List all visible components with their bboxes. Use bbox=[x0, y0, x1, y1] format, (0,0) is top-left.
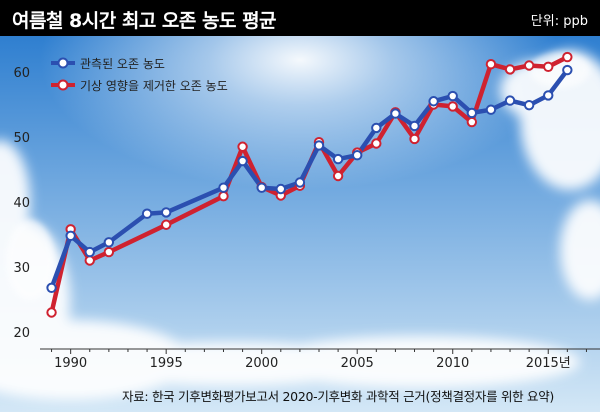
y-tick-label: 40 bbox=[13, 196, 30, 211]
data-point-observed bbox=[485, 104, 497, 115]
legend-label-observed: 관측된 오존 농도 bbox=[80, 57, 165, 71]
line-chart: 1990 1995 2000 2005 2010 2015년 20 30 40 50 60 bbox=[0, 36, 600, 412]
data-point-observed bbox=[46, 282, 57, 293]
data-point-observed bbox=[141, 208, 153, 219]
cloud-wisps bbox=[6, 52, 590, 300]
legend-item-observed: 관측된 오존 농도 bbox=[50, 53, 228, 75]
y-tick-label: 50 bbox=[13, 131, 30, 146]
legend-swatch-observed bbox=[51, 57, 75, 69]
data-point-observed bbox=[523, 99, 535, 111]
sun-glow bbox=[40, 36, 560, 190]
data-point-adjusted bbox=[562, 51, 573, 63]
data-point-observed bbox=[237, 155, 248, 167]
data-point-adjusted bbox=[103, 246, 115, 258]
axes: 1990 1995 2000 2005 2010 2015년 20 30 40 50 60 bbox=[13, 66, 600, 371]
unit-label: 단위: ppb bbox=[530, 14, 588, 29]
data-point-observed bbox=[160, 207, 172, 218]
legend-item-adjusted: 기상 영향을 제거한 오존 농도 bbox=[50, 75, 228, 97]
chart-title: 여름철 8시간 최고 오존 농도 평균 bbox=[12, 10, 277, 32]
data-point-adjusted bbox=[523, 60, 535, 71]
data-point-observed bbox=[562, 64, 573, 76]
y-tick-label: 20 bbox=[13, 326, 30, 341]
data-point-adjusted bbox=[237, 141, 248, 152]
data-point-observed bbox=[218, 182, 229, 193]
data-point-observed bbox=[447, 90, 458, 102]
data-point-observed bbox=[352, 150, 363, 161]
data-point-observed bbox=[332, 153, 344, 165]
chart-header: 여름철 8시간 최고 오존 농도 평균 단위: ppb bbox=[0, 0, 600, 36]
y-tick-label: 30 bbox=[13, 261, 30, 276]
legend-label-adjusted: 기상 영향을 제거한 오존 농도 bbox=[80, 79, 228, 93]
x-tick-label: 2015년 bbox=[526, 356, 571, 371]
data-point-observed bbox=[65, 230, 76, 242]
data-point-observed bbox=[294, 177, 306, 188]
data-point-adjusted bbox=[160, 219, 172, 230]
x-tick-label: 2000 bbox=[245, 356, 278, 371]
x-tick-label: 1995 bbox=[150, 356, 183, 371]
data-point-adjusted bbox=[504, 64, 516, 75]
x-tick-label: 2010 bbox=[436, 356, 469, 371]
series-markers bbox=[46, 51, 573, 318]
data-point-adjusted bbox=[466, 116, 478, 128]
y-tick-label: 60 bbox=[13, 66, 30, 81]
data-point-observed bbox=[275, 183, 286, 195]
data-point-adjusted bbox=[332, 170, 344, 182]
data-point-adjusted bbox=[371, 138, 382, 149]
data-point-adjusted bbox=[447, 101, 458, 112]
source-note: 자료: 한국 기후변화평가보고서 2020-기후변화 과학적 근거(정책결정자를… bbox=[122, 389, 555, 404]
data-point-adjusted bbox=[485, 58, 497, 70]
legend: 관측된 오존 농도 기상 영향을 제거한 오존 농도 bbox=[50, 53, 228, 97]
data-point-adjusted bbox=[46, 307, 57, 318]
data-point-adjusted bbox=[84, 255, 95, 266]
data-point-observed bbox=[371, 122, 382, 134]
data-point-observed bbox=[428, 96, 439, 107]
data-point-observed bbox=[390, 108, 401, 119]
data-point-observed bbox=[103, 237, 115, 248]
data-point-adjusted bbox=[543, 61, 554, 73]
data-point-observed bbox=[504, 95, 516, 106]
data-point-observed bbox=[313, 140, 325, 151]
data-point-observed bbox=[466, 107, 478, 119]
x-tick-label: 1990 bbox=[54, 356, 87, 371]
legend-swatch-adjusted bbox=[51, 79, 75, 91]
data-point-observed bbox=[409, 120, 420, 132]
data-point-observed bbox=[543, 90, 554, 101]
data-point-adjusted bbox=[409, 133, 420, 145]
x-tick-label: 2005 bbox=[341, 356, 374, 371]
data-point-observed bbox=[84, 246, 95, 258]
data-point-adjusted bbox=[218, 190, 229, 202]
data-point-observed bbox=[256, 182, 267, 193]
